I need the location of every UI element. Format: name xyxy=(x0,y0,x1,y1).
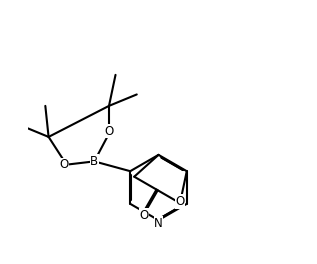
Text: O: O xyxy=(139,209,149,222)
Text: B: B xyxy=(90,155,98,168)
Text: O: O xyxy=(104,125,113,138)
Text: O: O xyxy=(59,158,68,171)
Text: N: N xyxy=(154,217,163,230)
Text: O: O xyxy=(175,195,184,208)
